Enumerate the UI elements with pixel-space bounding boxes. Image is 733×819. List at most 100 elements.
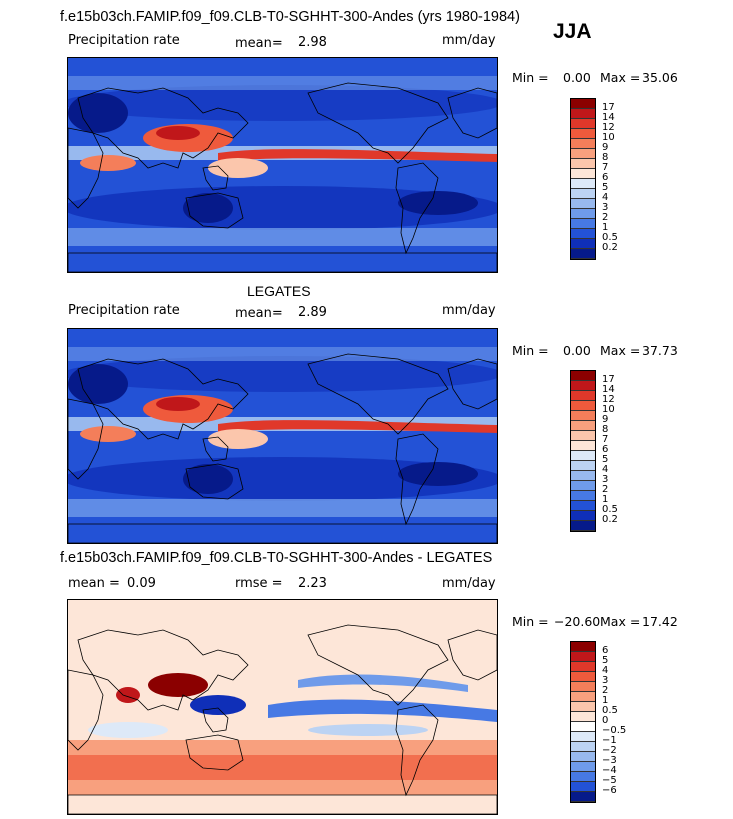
colorbar-tick-label: −0.5 (602, 725, 627, 736)
panel1-title: f.e15b03ch.FAMIP.f09_f09.CLB-T0-SGHHT-30… (60, 9, 520, 25)
panel1-precip-map (67, 57, 498, 273)
colorbar-swatch (571, 229, 595, 239)
panel3-units: mm/day (442, 576, 496, 591)
colorbar-swatch (571, 249, 595, 259)
colorbar-swatch (571, 129, 595, 139)
colorbar-swatch (571, 652, 595, 662)
coastline (447, 87, 497, 139)
panel1-max-label: Max = (600, 70, 641, 85)
colorbar-tick-label: 9 (602, 414, 609, 425)
panel2-min-value: 0.00 (563, 343, 591, 358)
map-canvas (68, 329, 497, 543)
colorbar-tick-label: 3 (602, 675, 609, 686)
colorbar-swatch (571, 99, 595, 109)
colorbar-swatch (571, 119, 595, 129)
colorbar-tick-label: 5 (602, 454, 609, 465)
colorbar-tick-label: 4 (602, 192, 609, 203)
colorbar-tick-label: 14 (602, 112, 615, 123)
coastline (395, 433, 439, 526)
panel3-min-value: −20.60 (554, 614, 601, 629)
season-label: JJA (553, 20, 592, 43)
panel1-min-label: Min = (512, 70, 549, 85)
colorbar-tick-label: 10 (602, 404, 615, 415)
panel2-mean-label: mean= (235, 306, 283, 321)
colorbar-tick-label: 5 (602, 655, 609, 666)
panel3-title: f.e15b03ch.FAMIP.f09_f09.CLB-T0-SGHHT-30… (60, 550, 493, 566)
coastline (68, 794, 497, 814)
panel3-diff-map (67, 599, 498, 815)
colorbar-tick-label: 7 (602, 162, 609, 173)
colorbar-tick-label: 4 (602, 665, 609, 676)
coastline (68, 127, 104, 209)
panel1-mean-label: mean= (235, 36, 283, 51)
colorbar-swatch (571, 381, 595, 391)
panel3-mean-label: mean = (68, 576, 120, 591)
coastline (77, 629, 249, 711)
panel1-max-value: 35.06 (642, 70, 678, 85)
coastline (447, 358, 497, 410)
colorbar-tick-label: 1 (602, 695, 609, 706)
coastline (185, 463, 244, 500)
panel2-title: LEGATES (247, 283, 311, 299)
colorbar-swatch (571, 782, 595, 792)
panel2-variable: Precipitation rate (68, 303, 180, 318)
colorbar-tick-label: 9 (602, 142, 609, 153)
colorbar-swatch (571, 441, 595, 451)
colorbar-tick-label: 7 (602, 434, 609, 445)
colorbar-tick-label: 1 (602, 494, 609, 505)
panel3-colorbar (570, 641, 596, 803)
colorbar-tick-label: 0.2 (602, 242, 618, 253)
colorbar-swatch (571, 642, 595, 652)
colorbar-tick-label: 6 (602, 645, 609, 656)
panel2-units: mm/day (442, 303, 496, 318)
colorbar-tick-label: −6 (602, 785, 617, 796)
colorbar-swatch (571, 521, 595, 531)
colorbar-swatch (571, 451, 595, 461)
panel2-max-value: 37.73 (642, 343, 678, 358)
colorbar-tick-label: −5 (602, 775, 617, 786)
panel3-min-label: Min = (512, 614, 549, 629)
colorbar-swatch (571, 662, 595, 672)
colorbar-swatch (571, 692, 595, 702)
colorbar-tick-label: 1 (602, 222, 609, 233)
colorbar-tick-label: 3 (602, 474, 609, 485)
colorbar-swatch (571, 169, 595, 179)
colorbar-swatch (571, 199, 595, 209)
coastline (202, 707, 229, 733)
coastline (68, 669, 104, 751)
coastline (307, 82, 449, 164)
colorbar-swatch (571, 712, 595, 722)
panel3-mean-value: 0.09 (127, 576, 156, 591)
coastline (307, 624, 449, 706)
colorbar-tick-label: 2 (602, 212, 609, 223)
colorbar-tick-label: 10 (602, 132, 615, 143)
colorbar-tick-label: −2 (602, 745, 617, 756)
colorbar-swatch (571, 742, 595, 752)
coastline (68, 523, 497, 543)
map-canvas (68, 58, 497, 272)
panel1-variable: Precipitation rate (68, 33, 180, 48)
panel1-units: mm/day (442, 33, 496, 48)
colorbar-tick-label: −4 (602, 765, 617, 776)
colorbar-swatch (571, 491, 595, 501)
panel1-min-value: 0.00 (563, 70, 591, 85)
colorbar-swatch (571, 189, 595, 199)
colorbar-tick-label: 0 (602, 715, 609, 726)
colorbar-swatch (571, 772, 595, 782)
colorbar-swatch (571, 762, 595, 772)
colorbar-tick-label: 17 (602, 374, 615, 385)
colorbar-swatch (571, 209, 595, 219)
panel2-min-label: Min = (512, 343, 549, 358)
colorbar-swatch (571, 149, 595, 159)
colorbar-swatch (571, 792, 595, 802)
panel1-mean-value: 2.98 (298, 35, 327, 50)
colorbar-swatch (571, 752, 595, 762)
coastline (395, 162, 439, 255)
colorbar-swatch (571, 159, 595, 169)
panel3-max-value: 17.42 (642, 614, 678, 629)
colorbar-tick-label: 12 (602, 394, 615, 405)
coastline (307, 353, 449, 435)
colorbar-swatch (571, 179, 595, 189)
coastline (77, 358, 249, 440)
colorbar-swatch (571, 421, 595, 431)
